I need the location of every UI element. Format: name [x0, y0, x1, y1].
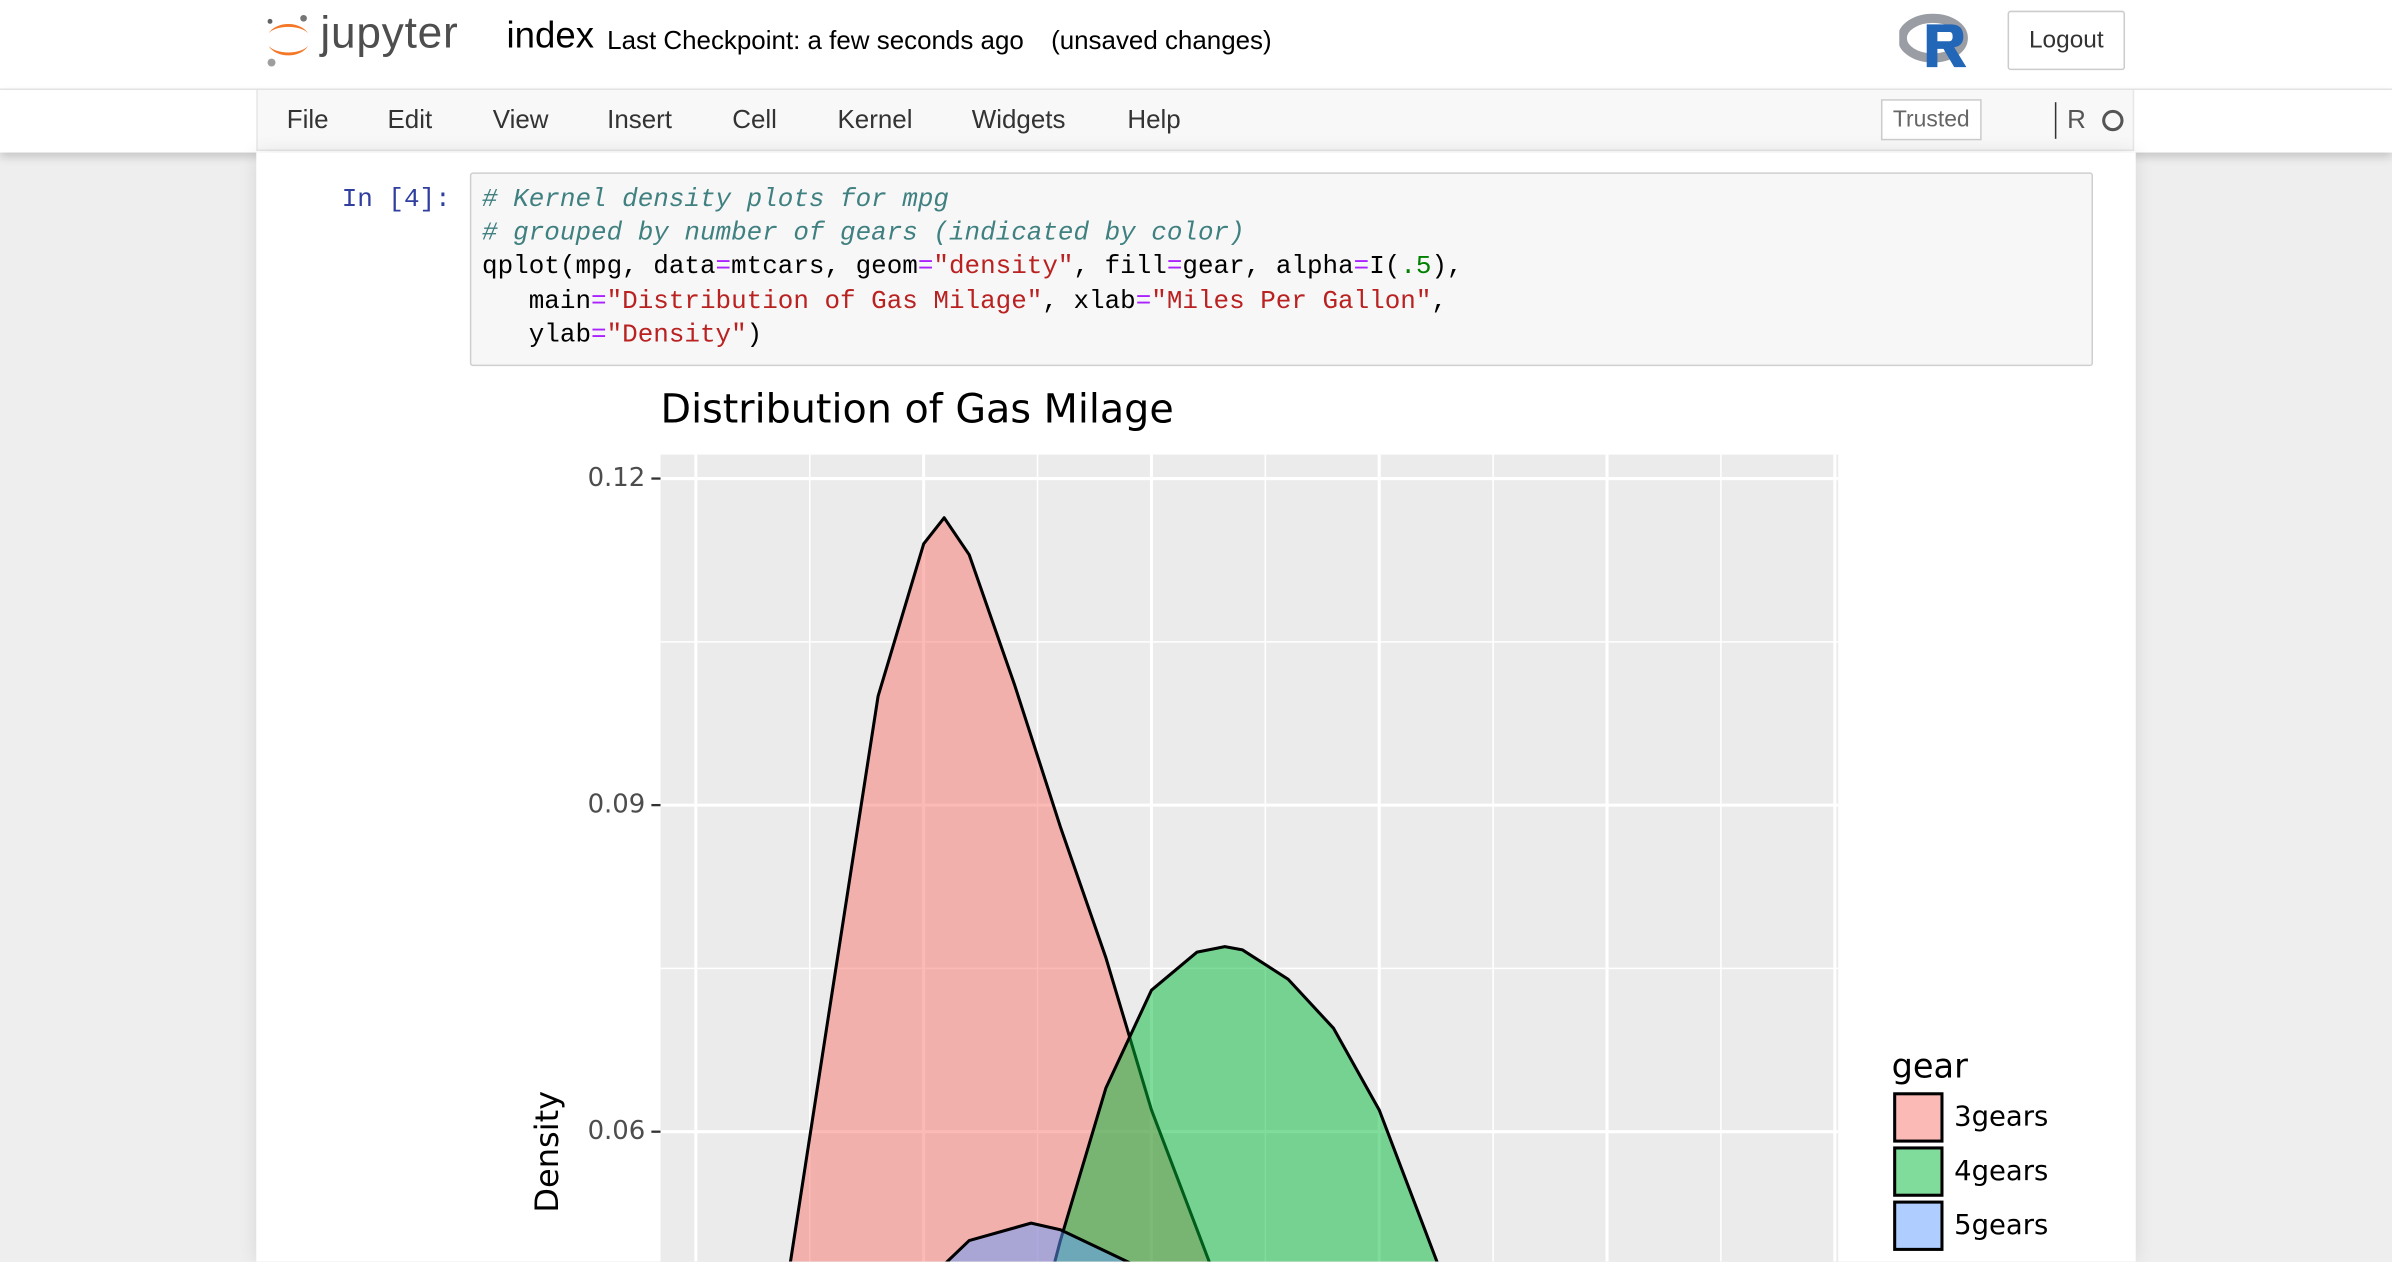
code-token: "Miles Per Gallon" — [1151, 287, 1432, 317]
code-token: # Kernel density plots for mpg — [482, 186, 949, 216]
legend-key — [1893, 1092, 1944, 1143]
y-tick-label: 0.06 — [588, 1116, 646, 1146]
menubar — [256, 90, 2135, 152]
menu-item[interactable]: Cell — [732, 105, 777, 135]
code-token: qplot(mpg, data — [482, 253, 716, 283]
y-axis-label: Density — [528, 1091, 566, 1213]
code-token: = — [715, 253, 732, 283]
legend-label: 5gears — [1954, 1210, 2048, 1241]
code-token: = — [591, 287, 607, 317]
code-token: "Density" — [606, 321, 747, 351]
menu-item[interactable]: View — [492, 105, 549, 135]
code-token: = — [591, 321, 607, 351]
menu-item[interactable]: File — [286, 105, 329, 135]
checkpoint: Last Checkpoint: a few seconds ago — [607, 25, 1024, 55]
legend-label: 3gears — [1954, 1102, 2048, 1133]
code-line: qplot(mpg, data=mtcars, geom="density", … — [482, 254, 1463, 283]
code-token: .5 — [1400, 253, 1432, 283]
code-cell[interactable] — [469, 172, 2093, 367]
kernel-status-icon — [2102, 109, 2124, 132]
kernel-logo — [1899, 13, 1968, 68]
divider — [2054, 102, 2057, 139]
menu-item[interactable]: Help — [1127, 105, 1181, 135]
code-token: , fill — [1073, 253, 1167, 283]
code-token: ), — [1431, 253, 1463, 283]
code-line: # Kernel density plots for mpg — [482, 186, 949, 215]
legend-key — [1893, 1146, 1944, 1197]
code-token: , xlab — [1042, 287, 1136, 317]
code-line: ylab="Density") — [482, 322, 762, 351]
code-line: # grouped by number of gears (indicated … — [482, 220, 1245, 249]
code-token: ylab — [482, 321, 592, 351]
code-line: main="Distribution of Gas Milage", xlab=… — [482, 288, 1447, 317]
jupyter-logo[interactable] — [259, 9, 317, 70]
chart-title: Distribution of Gas Milage — [661, 386, 1174, 432]
code-token: = — [1353, 253, 1370, 283]
code-token: main — [482, 287, 592, 317]
notebook-name[interactable]: index — [506, 15, 594, 57]
code-token: "density" — [933, 253, 1074, 283]
cell-prompt: In [4]: — [341, 186, 451, 216]
trusted-indicator[interactable]: Trusted — [1880, 99, 1982, 141]
kernel-indicator: R — [2067, 105, 2086, 135]
code-token: ) — [746, 321, 763, 351]
code-token: gear, alpha — [1182, 253, 1354, 283]
menu-item[interactable]: Edit — [387, 105, 433, 135]
autosave-status: (unsaved changes) — [1051, 25, 1272, 55]
density-line — [1053, 945, 1439, 1262]
code-token: "Distribution of Gas Milage" — [606, 287, 1043, 317]
density-area — [1054, 946, 1437, 1262]
density-line — [788, 516, 1211, 1262]
density-area — [947, 1223, 1128, 1262]
legend-key — [1893, 1200, 1944, 1251]
code-token: mtcars, geom — [731, 253, 918, 283]
code-token: = — [917, 253, 934, 283]
logo-text[interactable]: jupyter — [320, 9, 459, 58]
code-token: , — [1431, 287, 1448, 317]
code-token: # grouped by number of gears (indicated … — [482, 219, 1245, 249]
legend-label: 4gears — [1954, 1156, 2048, 1187]
legend-title: gear — [1892, 1046, 1968, 1085]
density-area — [790, 517, 1210, 1262]
code-token: I( — [1369, 253, 1401, 283]
code-token: = — [1166, 253, 1183, 283]
y-tick-label: 0.09 — [588, 790, 646, 820]
y-tick-label: 0.12 — [588, 463, 646, 493]
code-token: = — [1135, 287, 1152, 317]
header — [0, 0, 2392, 91]
menu-item[interactable]: Widgets — [971, 105, 1066, 135]
logout-button[interactable]: Logout — [2007, 10, 2126, 71]
menu-item[interactable]: Insert — [607, 105, 673, 135]
menu-item[interactable]: Kernel — [837, 105, 913, 135]
